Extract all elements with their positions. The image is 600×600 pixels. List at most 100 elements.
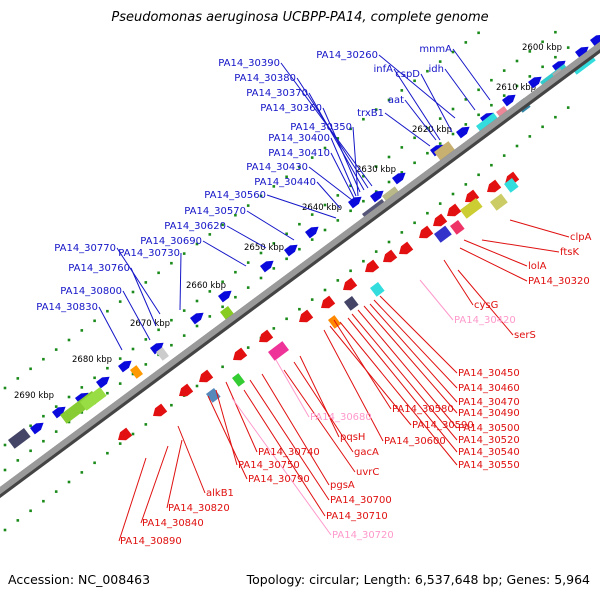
minus-strand-gene-label: PA14_30680: [310, 412, 372, 423]
scale-tick: [54, 430, 58, 433]
leader-line: [140, 445, 169, 524]
scale-tick: [272, 242, 276, 245]
scale-tick: [362, 117, 365, 121]
minus-strand-gene-label: PA14_30890: [120, 536, 182, 547]
minus-strand-gene-label: PA14_30420: [454, 315, 516, 326]
minus-strand-gene-arrow: [447, 203, 462, 217]
scale-tick: [93, 461, 96, 465]
leader-line: [202, 240, 247, 267]
scale-tick: [67, 395, 71, 399]
plus-strand-gene-arrow: [218, 290, 232, 303]
scale-tick: [490, 78, 493, 82]
scale-tick: [3, 386, 7, 390]
scale-tick: [285, 257, 288, 261]
scale-tick: [528, 75, 532, 78]
plus-strand-gene-block: [156, 347, 170, 361]
scale-tick: [54, 348, 58, 351]
minus-strand-gene-arrow: [118, 427, 133, 441]
minus-strand-gene-block: [206, 387, 221, 403]
minus-strand-gene-label: lolA: [528, 261, 547, 272]
scale-tick: [502, 94, 506, 97]
leader-line: [444, 68, 476, 111]
plus-strand-gene-label: infA: [374, 64, 394, 75]
minus-strand-gene-label: pqsH: [340, 432, 365, 443]
scale-tick: [118, 442, 122, 445]
scale-tick: [451, 192, 455, 196]
plus-strand-gene-label: PA14_30760: [68, 263, 130, 274]
scale-tick: [285, 317, 288, 321]
minus-strand-gene-label: PA14_30490: [458, 408, 520, 419]
scale-tick: [131, 432, 135, 436]
scale-tick: [323, 228, 327, 232]
plus-strand-gene-block: [80, 386, 107, 411]
plus-strand-gene-block: [130, 365, 144, 379]
minus-strand-gene-label: PA14_30450: [458, 368, 520, 379]
scale-tick: [387, 98, 391, 102]
scale-tick: [272, 185, 276, 188]
leader-line: [420, 73, 453, 133]
leader-line: [378, 54, 456, 119]
scale-tick: [515, 144, 519, 148]
scale-tick: [502, 154, 506, 157]
scale-tick: [246, 346, 250, 349]
plus-strand-gene-label: PA14_30690: [140, 236, 202, 247]
plus-strand-gene-label: idh: [429, 64, 444, 75]
gene-labels: PA14_30260 mnmA PA14_30390 infA cspD idh PA14_…: [36, 44, 591, 547]
scale-tick: [413, 161, 416, 165]
scale-tick: [310, 298, 314, 301]
plus-strand-gene-label: PA14_30390: [218, 58, 280, 69]
scale-tick: [208, 315, 212, 318]
leader-line: [347, 317, 458, 453]
leader-line: [179, 252, 182, 311]
leader-line: [404, 99, 437, 141]
minus-strand-gene-label: ftsK: [560, 247, 579, 258]
scale-tick: [413, 79, 416, 83]
scale-tick: [477, 173, 480, 177]
scale-tick: [477, 31, 480, 35]
plus-strand-gene-arrow: [456, 126, 470, 139]
scale-tick: [16, 519, 20, 522]
plus-strand-gene-block: [8, 427, 31, 449]
scale-tick: [42, 439, 45, 443]
plus-strand-gene-arrow: [52, 406, 66, 419]
minus-strand-gene-label: clpA: [570, 232, 592, 243]
minus-strand-gene-arrow: [153, 403, 168, 417]
leader-line: [384, 112, 431, 147]
scale-tick: [29, 367, 32, 371]
leader-line: [243, 389, 326, 517]
scale-tick: [195, 384, 199, 388]
scale-tick: [323, 288, 327, 292]
scale-tick: [528, 135, 532, 138]
scale-tick: [3, 528, 7, 532]
minus-strand-gene-label: uvrC: [356, 467, 379, 478]
scale-tick: [285, 175, 288, 179]
minus-strand-gene-arrow: [433, 213, 448, 227]
minus-strand-gene-arrow: [487, 179, 502, 193]
minus-strand-gene-label: pgsA: [330, 480, 355, 491]
scale-tick: [234, 213, 237, 217]
scale-tick: [400, 89, 404, 92]
minus-strand-gene-block: [503, 177, 519, 193]
scale-tick: [170, 403, 173, 407]
scale-tick: [157, 271, 160, 275]
scale-tick: [80, 329, 84, 332]
scale-label: 2640 kbp: [302, 203, 342, 213]
leader-line: [215, 389, 238, 466]
scale-tick: [554, 55, 557, 59]
minus-strand-gene-label: PA14_30520: [458, 435, 520, 446]
plus-strand-gene-label: PA14_30800: [60, 286, 122, 297]
leader-line: [329, 325, 412, 426]
scale-tick: [438, 142, 442, 145]
scale-tick: [438, 60, 442, 63]
plus-strand-gene-label: PA14_30830: [36, 302, 98, 313]
scale-tick: [246, 261, 250, 264]
leader-line: [130, 267, 157, 327]
minus-strand-gene-label: PA14_30720: [332, 530, 394, 541]
scale-tick: [157, 328, 160, 332]
plus-strand-gene-arrow: [502, 94, 516, 107]
scale-tick: [413, 136, 416, 140]
scale-tick: [182, 309, 186, 312]
leader-line: [351, 313, 458, 441]
leader-line: [452, 48, 491, 101]
scale-tick: [246, 286, 250, 289]
